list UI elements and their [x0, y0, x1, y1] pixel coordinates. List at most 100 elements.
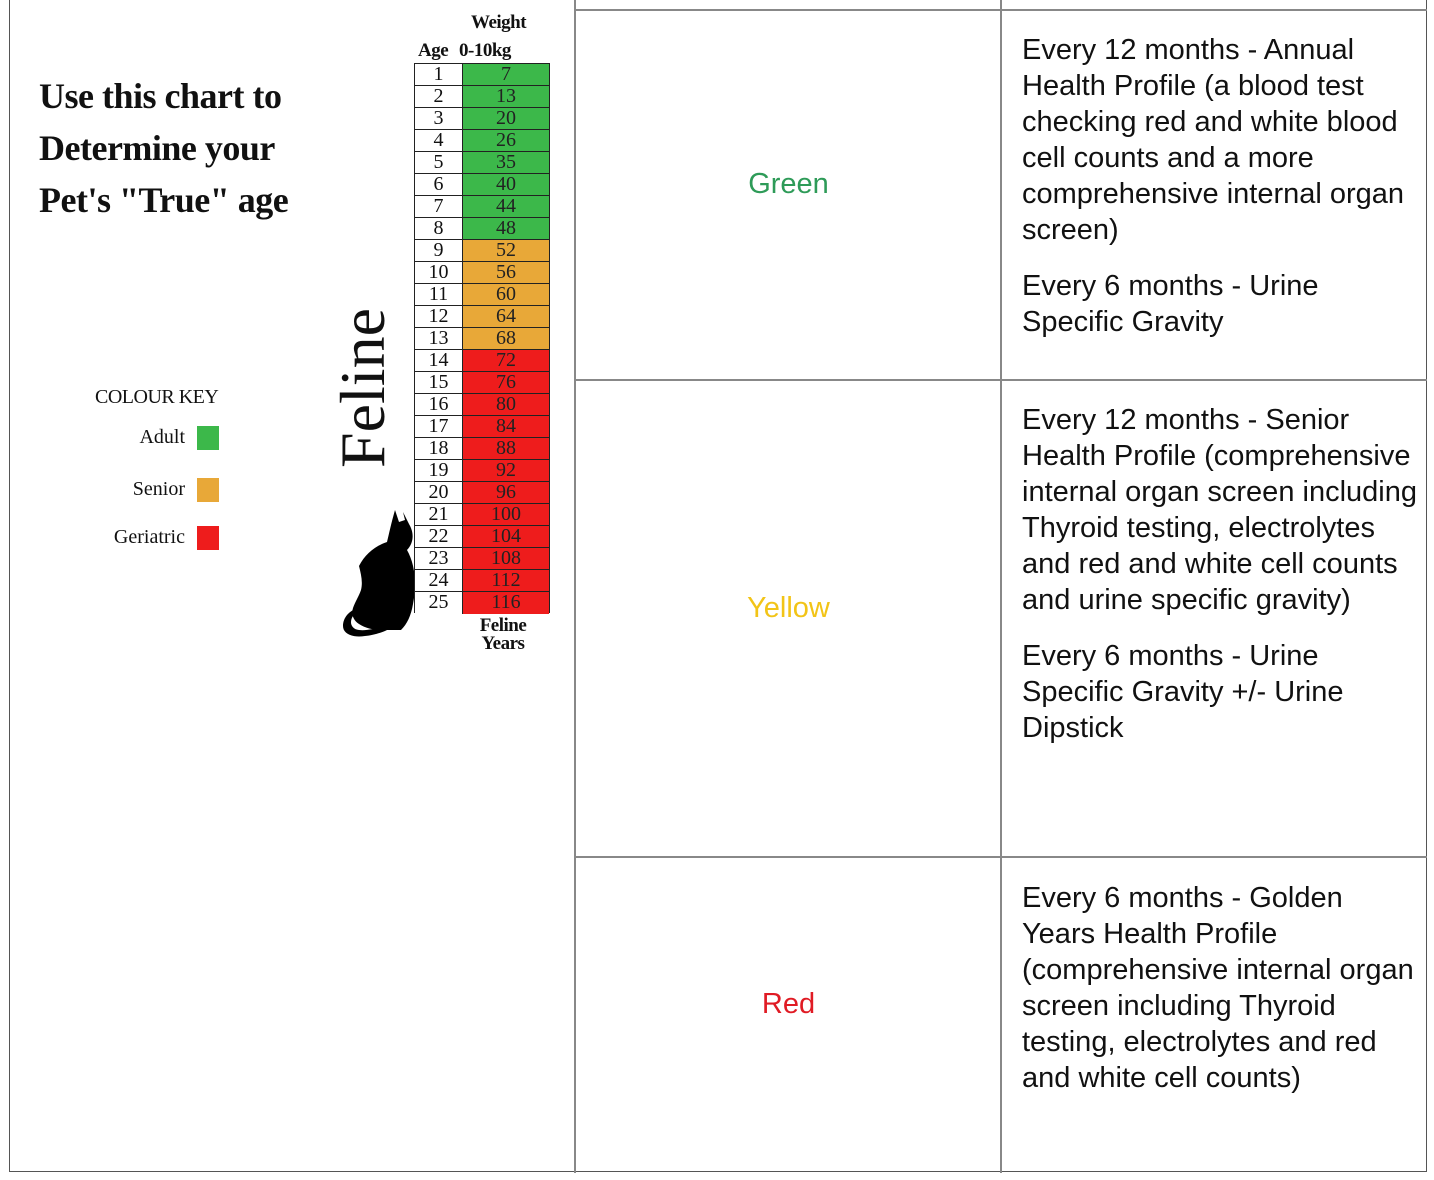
age-header: Age — [418, 40, 449, 61]
description-yellow: Every 12 months - Senior Health Profile … — [1022, 402, 1418, 766]
intro-line: Determine your — [39, 128, 275, 168]
age-row: 14 72 — [415, 350, 549, 372]
age-cell: 6 — [415, 174, 463, 195]
feline-years-cell: 92 — [463, 460, 549, 481]
species-label: Feline — [323, 303, 403, 473]
feline-years-cell: 68 — [463, 328, 549, 349]
age-cell: 1 — [415, 64, 463, 85]
row-divider — [575, 9, 1427, 11]
description-red: Every 6 months - Golden Years Health Pro… — [1022, 880, 1418, 1116]
description-paragraph: Every 6 months - Urine Specific Gravity … — [1022, 640, 1344, 744]
column-divider — [574, 0, 576, 1173]
colour-label-green: Green — [748, 168, 829, 200]
feline-years-cell: 35 — [463, 152, 549, 173]
age-cell: 23 — [415, 548, 463, 569]
key-label-adult: Adult — [139, 426, 185, 448]
key-swatch-senior — [197, 478, 219, 502]
age-cell: 25 — [415, 592, 463, 614]
age-row: 23 108 — [415, 548, 549, 570]
age-cell: 3 — [415, 108, 463, 129]
age-row: 18 88 — [415, 438, 549, 460]
age-cell: 2 — [415, 86, 463, 107]
colour-label-red: Red — [761, 988, 816, 1020]
age-row: 24 112 — [415, 570, 549, 592]
feline-years-cell: 116 — [463, 592, 549, 614]
feline-years-cell: 100 — [463, 504, 549, 525]
description-paragraph: Every 12 months - Annual Health Profile … — [1022, 34, 1405, 246]
age-cell: 8 — [415, 218, 463, 239]
age-cell: 15 — [415, 372, 463, 393]
feline-years-cell: 13 — [463, 86, 549, 107]
colour-key-title: COLOUR KEY — [95, 386, 219, 408]
footer-line: Feline — [479, 615, 527, 636]
description-green: Every 12 months - Annual Health Profile … — [1022, 32, 1418, 360]
age-cell: 14 — [415, 350, 463, 371]
age-row: 16 80 — [415, 394, 549, 416]
description-paragraph: Every 6 months - Golden Years Health Pro… — [1022, 882, 1414, 1094]
feline-age-chart: Use this chart to Determine your Pet's "… — [11, 0, 574, 1170]
feline-years-cell: 108 — [463, 548, 549, 569]
age-row: 12 64 — [415, 306, 549, 328]
age-conversion-grid: 1 7 2 13 3 20 4 26 5 35 6 40 7 44 8 48 9 52 10 56 11 60 12 64 13… — [414, 63, 550, 614]
feline-years-cell: 80 — [463, 394, 549, 415]
age-cell: 22 — [415, 526, 463, 547]
age-cell: 11 — [415, 284, 463, 305]
age-row: 13 68 — [415, 328, 549, 350]
age-cell: 5 — [415, 152, 463, 173]
feline-years-cell: 48 — [463, 218, 549, 239]
age-row: 4 26 — [415, 130, 549, 152]
feline-years-cell: 104 — [463, 526, 549, 547]
age-cell: 24 — [415, 570, 463, 591]
age-row: 22 104 — [415, 526, 549, 548]
age-row: 21 100 — [415, 504, 549, 526]
key-swatch-geriatric — [197, 526, 219, 550]
age-cell: 7 — [415, 196, 463, 217]
feline-years-cell: 20 — [463, 108, 549, 129]
table-frame — [9, 0, 1427, 1172]
age-row: 9 52 — [415, 240, 549, 262]
age-row: 5 35 — [415, 152, 549, 174]
age-row: 3 20 — [415, 108, 549, 130]
feline-years-cell: 56 — [463, 262, 549, 283]
feline-years-cell: 96 — [463, 482, 549, 503]
age-row: 2 13 — [415, 86, 549, 108]
age-cell: 9 — [415, 240, 463, 261]
footer-line: Years — [481, 633, 525, 654]
age-cell: 16 — [415, 394, 463, 415]
age-cell: 4 — [415, 130, 463, 151]
cat-silhouette-icon — [343, 510, 415, 637]
intro-line: Pet's "True" age — [39, 180, 289, 220]
age-row: 20 96 — [415, 482, 549, 504]
age-cell: 13 — [415, 328, 463, 349]
feline-years-cell: 72 — [463, 350, 549, 371]
description-paragraph: Every 12 months - Senior Health Profile … — [1022, 404, 1417, 616]
grid-footer: Feline Years — [463, 615, 543, 654]
age-cell: 12 — [415, 306, 463, 327]
row-divider — [575, 856, 1427, 858]
age-cell: 17 — [415, 416, 463, 437]
weight-header-line2: 0-10kg — [459, 40, 511, 61]
chart-intro-text: Use this chart to Determine your Pet's "… — [39, 70, 319, 226]
weight-header-line1: Weight — [471, 12, 527, 33]
feline-years-cell: 88 — [463, 438, 549, 459]
feline-years-cell: 76 — [463, 372, 549, 393]
key-label-senior: Senior — [132, 478, 185, 500]
age-row: 11 60 — [415, 284, 549, 306]
feline-years-cell: 40 — [463, 174, 549, 195]
feline-years-cell: 84 — [463, 416, 549, 437]
age-row: 6 40 — [415, 174, 549, 196]
row-divider — [575, 379, 1427, 381]
feline-years-cell: 64 — [463, 306, 549, 327]
feline-years-cell: 26 — [463, 130, 549, 151]
age-cell: 10 — [415, 262, 463, 283]
feline-years-cell: 52 — [463, 240, 549, 261]
feline-years-cell: 7 — [463, 64, 549, 85]
age-cell: 18 — [415, 438, 463, 459]
age-cell: 20 — [415, 482, 463, 503]
feline-years-cell: 60 — [463, 284, 549, 305]
age-row: 17 84 — [415, 416, 549, 438]
key-label-geriatric: Geriatric — [113, 526, 185, 548]
age-cell: 21 — [415, 504, 463, 525]
colour-label-yellow: Yellow — [747, 592, 830, 624]
key-swatch-adult — [197, 426, 219, 450]
